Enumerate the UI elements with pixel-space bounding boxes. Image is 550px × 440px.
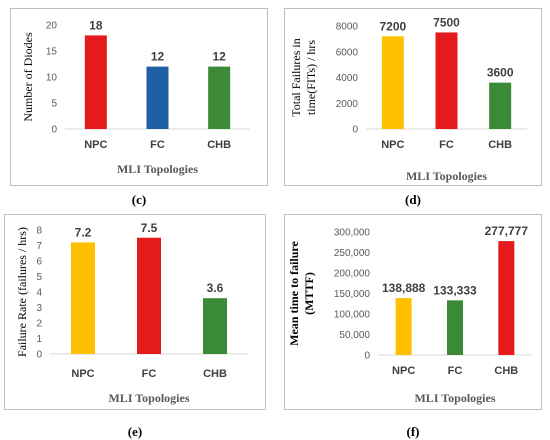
data-label-npc: 7200 [379, 19, 406, 33]
data-label-npc: 7.2 [75, 225, 92, 239]
category-label-npc: NPC [84, 139, 107, 151]
y-tick-label: 200,000 [334, 269, 371, 280]
y-axis-title: Total Failures in time(FITs) / hrs [289, 38, 318, 116]
y-axis-title-text: Number of Diodes [21, 32, 35, 122]
y-tick-label: 150,000 [334, 289, 371, 300]
category-label-fc: FC [448, 365, 463, 377]
category-label-chb: CHB [488, 139, 512, 151]
data-label-chb: 3600 [487, 66, 514, 80]
y-tick-label: 100,000 [334, 310, 371, 321]
y-tick-label: 2000 [336, 99, 359, 110]
y-tick-label: 8 [36, 226, 42, 237]
category-label-npc: NPC [71, 368, 94, 380]
category-label-chb: CHB [207, 139, 231, 151]
y-axis-title: Number of Diodes [21, 32, 35, 122]
bar-npc [71, 242, 95, 354]
data-label-chb: 277,777 [485, 224, 529, 238]
y-tick-label: 0 [51, 125, 57, 136]
y-tick-label: 20 [46, 21, 58, 32]
y-tick-label: 6000 [336, 47, 359, 58]
chart-d: 0 2000 4000 6000 8000 7200 NPC 7500 FC 3600 CHB MLI… [289, 15, 527, 183]
y-tick-label: 5 [51, 99, 57, 110]
y-axis-title-line: Mean time to failure [287, 240, 301, 345]
y-tick-label: 8000 [336, 22, 359, 33]
panel-e-caption: (e) [127, 424, 143, 439]
data-label-fc: 7500 [433, 15, 460, 29]
y-tick-label: 5 [36, 272, 42, 283]
y-axis-title-line: time(FITs) / hrs [304, 40, 318, 115]
y-tick-label: 4000 [336, 73, 359, 84]
bar-npc [395, 298, 412, 355]
x-axis-title: MLI Topologies [414, 391, 495, 405]
data-label-npc: 138,888 [382, 281, 426, 295]
y-tick-label: 15 [46, 47, 58, 58]
data-label-fc: 7.5 [141, 221, 158, 235]
y-tick-label: 7 [36, 241, 42, 252]
y-tick-label: 10 [46, 73, 58, 84]
chart-c: 0 5 10 15 20 18 NPC 12 FC 12 CHB MLI Topologies Numb… [21, 18, 250, 176]
y-tick-label: 2 [36, 319, 42, 330]
bar-chb [203, 298, 227, 354]
category-label-npc: NPC [381, 139, 404, 151]
category-label-chb: CHB [203, 368, 227, 380]
y-tick-label: 1 [36, 334, 42, 345]
y-tick-label: 50,000 [339, 330, 370, 341]
y-tick-label: 0 [364, 351, 370, 362]
category-label-fc: FC [150, 139, 165, 151]
data-label-chb: 3.6 [207, 281, 224, 295]
y-tick-label: 3 [36, 303, 42, 314]
bar-fc [137, 237, 161, 354]
bar-fc [447, 300, 463, 355]
y-axis-title-line: Total Failures in [289, 38, 303, 116]
bar-chb [208, 66, 231, 129]
y-tick-label: 300,000 [334, 228, 371, 239]
x-axis-title: MLI Topologies [117, 162, 198, 176]
y-axis-title-text: Failure Rate (failures / hrs) [15, 227, 29, 357]
bar-chb [489, 82, 512, 129]
y-axis-title-line: (MTTF) [302, 272, 316, 315]
panel-f-caption: (f) [406, 424, 420, 439]
data-label-chb: 12 [212, 50, 226, 64]
bar-npc [84, 35, 107, 129]
panel-d-caption: (d) [405, 192, 421, 207]
category-label-fc: FC [439, 139, 454, 151]
data-label-npc: 18 [89, 18, 103, 32]
bar-chb [498, 241, 515, 355]
data-label-fc: 133,333 [433, 283, 477, 297]
category-label-fc: FC [142, 368, 157, 380]
y-tick-label: 6 [36, 257, 42, 268]
x-axis-title: MLI Topologies [108, 391, 189, 405]
category-label-chb: CHB [494, 365, 518, 377]
y-axis-title: Mean time to failure (MTTF) [287, 240, 316, 345]
data-label-fc: 12 [151, 50, 165, 64]
x-axis-title: MLI Topologies [406, 169, 487, 183]
y-tick-label: 0 [352, 125, 358, 136]
chart-e: 0 1 2 3 4 5 6 7 8 7.2 NPC 7.5 FC 3.6 CHB MLI Topologies… [15, 221, 248, 405]
category-label-npc: NPC [392, 365, 415, 377]
y-axis-title: Failure Rate (failures / hrs) [15, 227, 29, 357]
y-tick-label: 4 [36, 288, 42, 299]
chart-f: 0 50,000 100,000 150,000 200,000 250,000 300,0… [287, 224, 532, 405]
bar-fc [146, 66, 169, 129]
panel-c-caption: (c) [131, 192, 147, 207]
y-tick-label: 0 [36, 350, 42, 361]
y-tick-label: 250,000 [334, 248, 371, 259]
bar-fc [435, 32, 458, 129]
bar-npc [381, 36, 404, 129]
